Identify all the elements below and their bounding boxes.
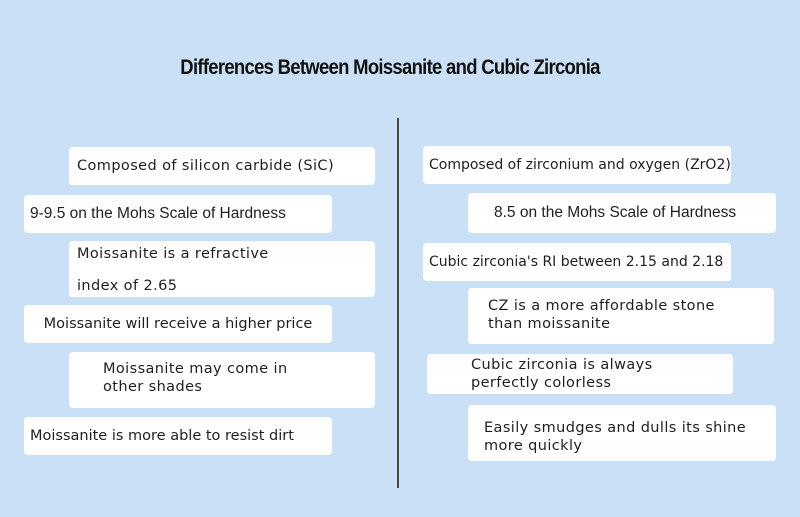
moissanite-price-box: Moissanite will receive a higher price [24, 305, 332, 343]
moissanite-refractive-box: Moissanite is a refractive index of 2.65 [69, 241, 375, 297]
moissanite-shades-line2: other shades [103, 379, 203, 395]
cz-composition-box: Composed of zirconium and oxygen (ZrO2) [423, 146, 731, 184]
moissanite-composition-text: Composed of silicon carbide (SiC) [77, 158, 335, 174]
moissanite-price-text: Moissanite will receive a higher price [43, 316, 313, 332]
cz-composition-text: Composed of zirconium and oxygen (ZrO2) [429, 157, 731, 173]
cz-shine-box: Easily smudges and dulls its shine more … [468, 405, 776, 461]
cz-price-box: CZ is a more affordable stone than moiss… [468, 288, 774, 344]
moissanite-dirt-text: Moissanite is more able to resist dirt [30, 428, 294, 444]
moissanite-dirt-box: Moissanite is more able to resist dirt [24, 417, 332, 455]
cz-shine-line2: more quickly [484, 438, 583, 454]
moissanite-hardness-text: 9-9.5 on the Mohs Scale of Hardness [30, 205, 286, 222]
cz-price-line1: CZ is a more affordable stone [488, 298, 715, 314]
cz-refractive-box: Cubic zirconia's RI between 2.15 and 2.1… [423, 243, 731, 281]
cz-color-line1: Cubic zirconia is always [471, 357, 653, 373]
page-title: Differences Between Moissanite and Cubic… [180, 56, 600, 79]
cz-price-line2: than moissanite [488, 316, 611, 332]
moissanite-hardness-box: 9-9.5 on the Mohs Scale of Hardness [24, 195, 332, 233]
moissanite-shades-box: Moissanite may come in other shades [69, 352, 375, 408]
cz-color-line2: perfectly colorless [471, 375, 612, 391]
moissanite-composition-box: Composed of silicon carbide (SiC) [69, 147, 375, 185]
cz-hardness-box: 8.5 on the Mohs Scale of Hardness [468, 193, 776, 233]
cz-hardness-text: 8.5 on the Mohs Scale of Hardness [494, 204, 737, 221]
cz-color-box: Cubic zirconia is always perfectly color… [427, 354, 733, 394]
moissanite-refractive-line1: Moissanite is a refractive [77, 246, 269, 262]
cz-refractive-text: Cubic zirconia's RI between 2.15 and 2.1… [429, 254, 724, 270]
cz-shine-line1: Easily smudges and dulls its shine [484, 420, 747, 436]
center-divider [397, 118, 399, 488]
moissanite-shades-line1: Moissanite may come in [103, 361, 288, 377]
moissanite-refractive-line2: index of 2.65 [77, 278, 178, 294]
